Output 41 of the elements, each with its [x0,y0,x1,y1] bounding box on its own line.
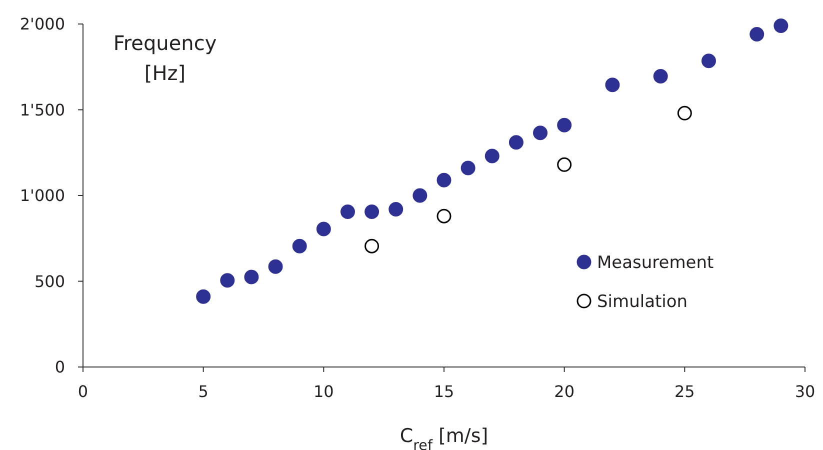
point [533,126,548,140]
x-tick-label: 10 [313,382,334,401]
point [677,106,692,120]
point [364,204,380,220]
point [701,54,716,68]
x-tick-label: 20 [554,382,575,401]
point [340,204,355,220]
legend-label: Measurement [597,252,714,273]
point [196,289,211,304]
y-tick-label: 500 [34,272,65,291]
point [292,238,307,254]
y-axis-title: Frequency [Hz] [113,31,217,85]
point [244,270,259,284]
point [412,188,428,203]
y-tick-label: 1'000 [20,186,65,206]
point [557,118,572,132]
point [484,148,500,164]
point [557,157,572,172]
point [653,69,668,84]
y-tick-label: 1'500 [20,100,65,120]
y-tick-label: 0 [54,358,65,377]
point [220,273,235,288]
x-axis-title: C$_{ref}$ [m/s] [400,425,488,450]
x-tick-label: 15 [434,382,454,401]
point [508,135,524,150]
x-tick-label: 25 [674,382,695,401]
y-tick-label: 2'000 [20,14,65,34]
x-tick-label: 30 [794,382,816,401]
point [268,259,283,274]
x-tick-label: 5 [198,382,208,401]
legend-label: Simulation [597,292,688,312]
point [605,78,620,92]
point [774,18,788,33]
point [460,160,476,176]
point [436,172,452,188]
point [388,202,404,216]
point [750,27,764,42]
point [316,222,331,236]
point [436,208,452,224]
point [364,238,380,254]
x-tick-label: 0 [78,382,88,401]
